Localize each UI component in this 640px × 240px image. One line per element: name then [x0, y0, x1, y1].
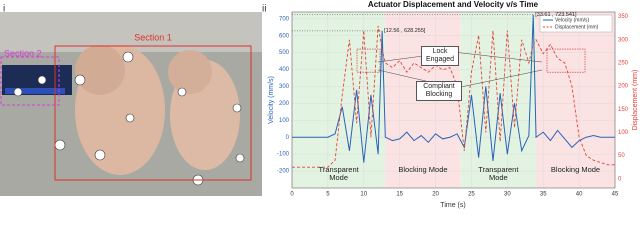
legend	[539, 14, 613, 33]
point-annotation: [12.56 , 628.255]	[384, 27, 426, 34]
y2-axis-label: Displacement (mm)	[632, 70, 639, 131]
panel-label: i	[3, 4, 5, 15]
x-tick-label: 25	[468, 192, 475, 198]
x-tick-label: 35	[540, 192, 547, 198]
x-tick-label: 40	[576, 192, 583, 198]
section-1-box	[54, 45, 252, 181]
y2-tick-label: 100	[618, 130, 629, 136]
y-tick-label: 400	[279, 67, 290, 73]
mode-region	[292, 12, 386, 188]
device-rail	[5, 88, 65, 94]
y-tick-label: 500	[279, 50, 290, 56]
y-tick-label: 0	[286, 135, 290, 141]
y-tick-label: 100	[279, 118, 290, 124]
x-tick-label: 30	[504, 192, 511, 198]
x-tick-label: 45	[612, 192, 619, 198]
series-line	[292, 25, 615, 168]
y2-tick-label: 300	[618, 37, 629, 43]
mode-label: Transparent Mode	[478, 165, 519, 182]
callout: Lock Engaged	[421, 46, 459, 66]
section-label: Section 1	[134, 32, 172, 42]
section-label: Section 2	[4, 48, 42, 58]
plot-frame	[291, 11, 616, 189]
y2-tick-label: 250	[618, 61, 629, 67]
figure-canvas: i ii Section 1 Section 2 Actuator Displa…	[0, 0, 639, 209]
fist-right	[168, 50, 212, 94]
chart-title: Actuator Displacement and Velocity v/s T…	[368, 0, 539, 9]
photo-wall	[0, 12, 262, 52]
callout-arrow	[455, 69, 543, 89]
blocking-box	[356, 48, 381, 73]
x-tick-label: 15	[396, 192, 403, 198]
y-tick-label: 200	[279, 101, 290, 107]
mode-label: Blocking Mode	[550, 165, 601, 174]
x-tick-label: 10	[360, 192, 367, 198]
section-2-box	[0, 56, 60, 106]
y2-tick-label: 0	[618, 176, 622, 182]
y-tick-label: 300	[279, 84, 290, 90]
legend-label: Displacement (mm)	[555, 24, 599, 30]
mode-label: Transparent Mode	[318, 165, 359, 182]
x-tick-label: 0	[290, 192, 294, 198]
y-tick-label: -100	[277, 152, 290, 158]
y2-tick-label: 350	[618, 14, 629, 20]
x-tick-label: 20	[432, 192, 439, 198]
y-tick-label: -200	[277, 169, 290, 175]
callout: Compliant Blocking	[416, 81, 462, 101]
panel-label: ii	[262, 4, 266, 15]
legend-label: Velocity (mm/s)	[555, 17, 590, 23]
series-line	[292, 14, 615, 163]
x-tick-label: 5	[326, 192, 330, 198]
y-tick-label: 600	[279, 33, 290, 39]
y-tick-label: 700	[279, 16, 290, 22]
callout-arrow	[452, 51, 543, 63]
fist-left	[75, 45, 125, 95]
blocking-box	[546, 48, 586, 73]
y-axis-label: Velocity (mm/s)	[268, 76, 275, 124]
y2-tick-label: 150	[618, 107, 629, 113]
figure: i ii Section 1 Section 2 Actuator Displa…	[0, 0, 639, 209]
mode-region	[460, 12, 537, 188]
x-axis-label: Time (s)	[440, 202, 465, 209]
y2-tick-label: 200	[618, 84, 629, 90]
mode-label: Blocking Mode	[398, 165, 448, 174]
point-annotation: [33.61 , 723.541]	[535, 11, 577, 18]
mode-region	[536, 12, 615, 188]
y2-tick-label: 50	[618, 153, 625, 159]
